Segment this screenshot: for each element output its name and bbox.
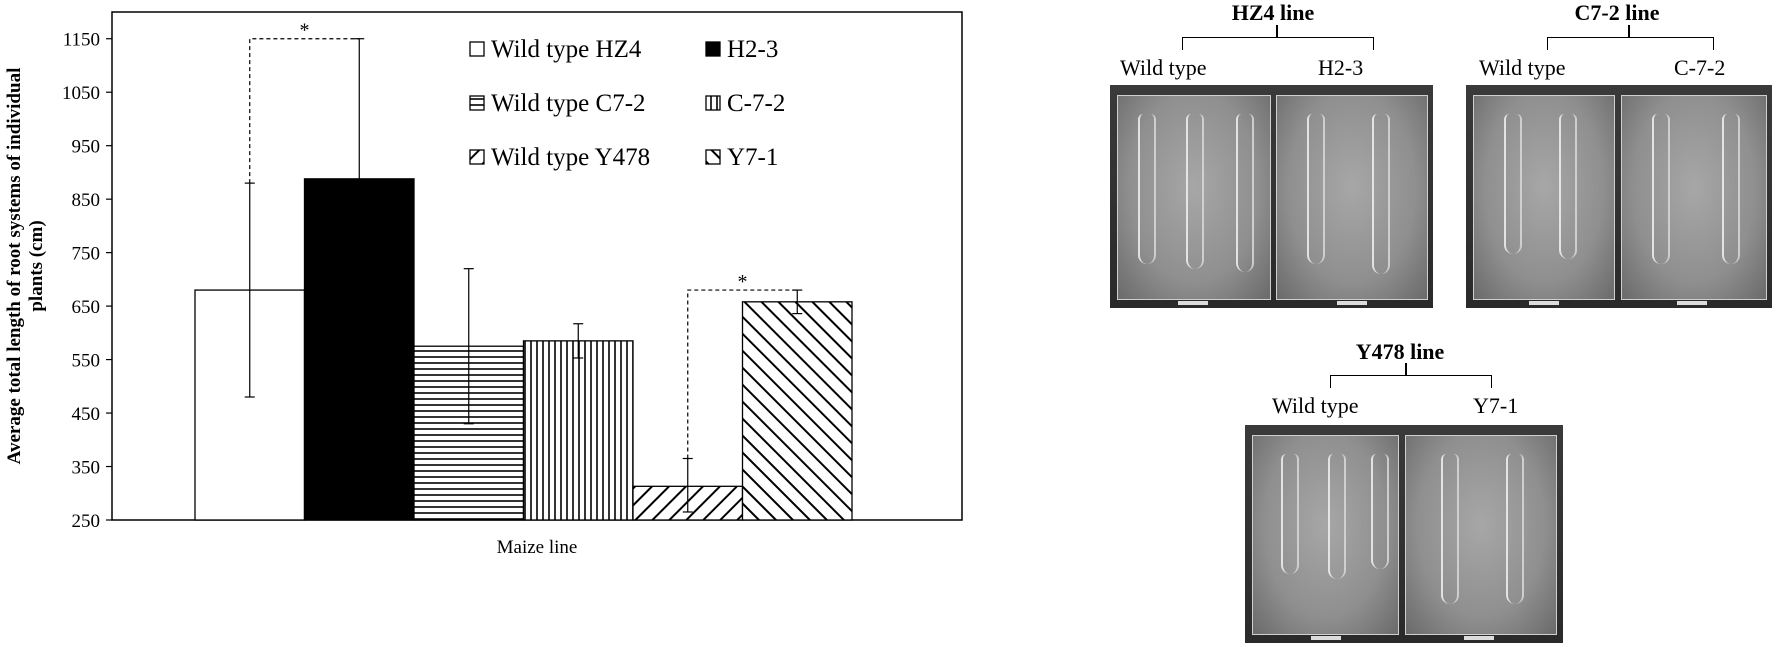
root-photo xyxy=(1245,425,1563,643)
plate-transgenic xyxy=(1621,95,1767,305)
y-tick-label: 450 xyxy=(72,404,101,425)
legend-swatch xyxy=(705,41,721,57)
y-tick-label: 750 xyxy=(72,244,101,265)
root-photo xyxy=(1110,85,1433,308)
panel-title: HZ4 line xyxy=(1231,0,1315,25)
y-tick-label: 350 xyxy=(72,458,101,479)
legend-swatch xyxy=(705,149,721,165)
panel-brace xyxy=(1547,37,1714,50)
root-photo xyxy=(1466,85,1772,308)
panel-title: Y478 line xyxy=(1355,339,1445,364)
panel-brace xyxy=(1182,37,1374,50)
legend-swatch xyxy=(469,41,485,57)
bar xyxy=(741,301,853,521)
panel-brace-tick xyxy=(1405,363,1407,375)
y-tick-label: 1050 xyxy=(62,83,100,104)
photo-panel-hz4: HZ4 line Wild type H2-3 xyxy=(1108,0,1438,312)
legend-swatch xyxy=(469,149,485,165)
legend-label: Wild type C7-2 xyxy=(491,90,646,117)
y-axis-label: Average total length of root systems of … xyxy=(4,68,47,465)
panel-right-label: H2-3 xyxy=(1318,55,1364,80)
significance-bracket xyxy=(687,289,798,459)
legend-label: Wild type Y478 xyxy=(491,144,650,171)
y-tick-label: 850 xyxy=(72,190,101,211)
x-axis-label: Maize line xyxy=(497,537,578,558)
plate-wild-type xyxy=(1252,435,1399,640)
panel-right-label: C-7-2 xyxy=(1674,55,1726,80)
y-tick-label: 550 xyxy=(72,351,101,372)
y-tick-label: 950 xyxy=(72,137,101,158)
y-tick-label: 250 xyxy=(72,511,101,532)
panel-right-label: Y7-1 xyxy=(1473,393,1519,418)
panel-brace-tick xyxy=(1628,25,1630,37)
panel-left-label: Wild type xyxy=(1479,55,1566,80)
plate-wild-type xyxy=(1473,95,1615,305)
panel-title: C7-2 line xyxy=(1574,0,1660,25)
significance-star: * xyxy=(300,20,310,42)
photo-panel-c72: C7-2 line Wild type C-7-2 xyxy=(1462,0,1774,312)
y-tick-label: 650 xyxy=(72,297,101,318)
legend-label: Y7-1 xyxy=(727,144,778,171)
legend-label: C-7-2 xyxy=(727,90,785,117)
photo-panel-y478: Y478 line Wild type Y7-1 xyxy=(1240,335,1570,645)
panel-brace xyxy=(1330,375,1492,388)
significance-bracket xyxy=(249,38,360,184)
y-tick-label: 1150 xyxy=(63,30,100,51)
legend-label: Wild type HZ4 xyxy=(491,36,642,63)
significance-star: * xyxy=(738,271,748,293)
legend-label: H2-3 xyxy=(727,36,778,63)
bar xyxy=(303,178,415,521)
panel-left-label: Wild type xyxy=(1272,393,1359,418)
bar xyxy=(522,340,634,521)
plate-transgenic xyxy=(1276,95,1428,305)
plate-transgenic xyxy=(1405,435,1557,640)
plate-wild-type xyxy=(1117,95,1271,305)
panel-left-label: Wild type xyxy=(1120,55,1207,80)
legend-swatch xyxy=(705,95,721,111)
panel-brace-tick xyxy=(1276,25,1278,37)
legend-swatch xyxy=(469,95,485,111)
